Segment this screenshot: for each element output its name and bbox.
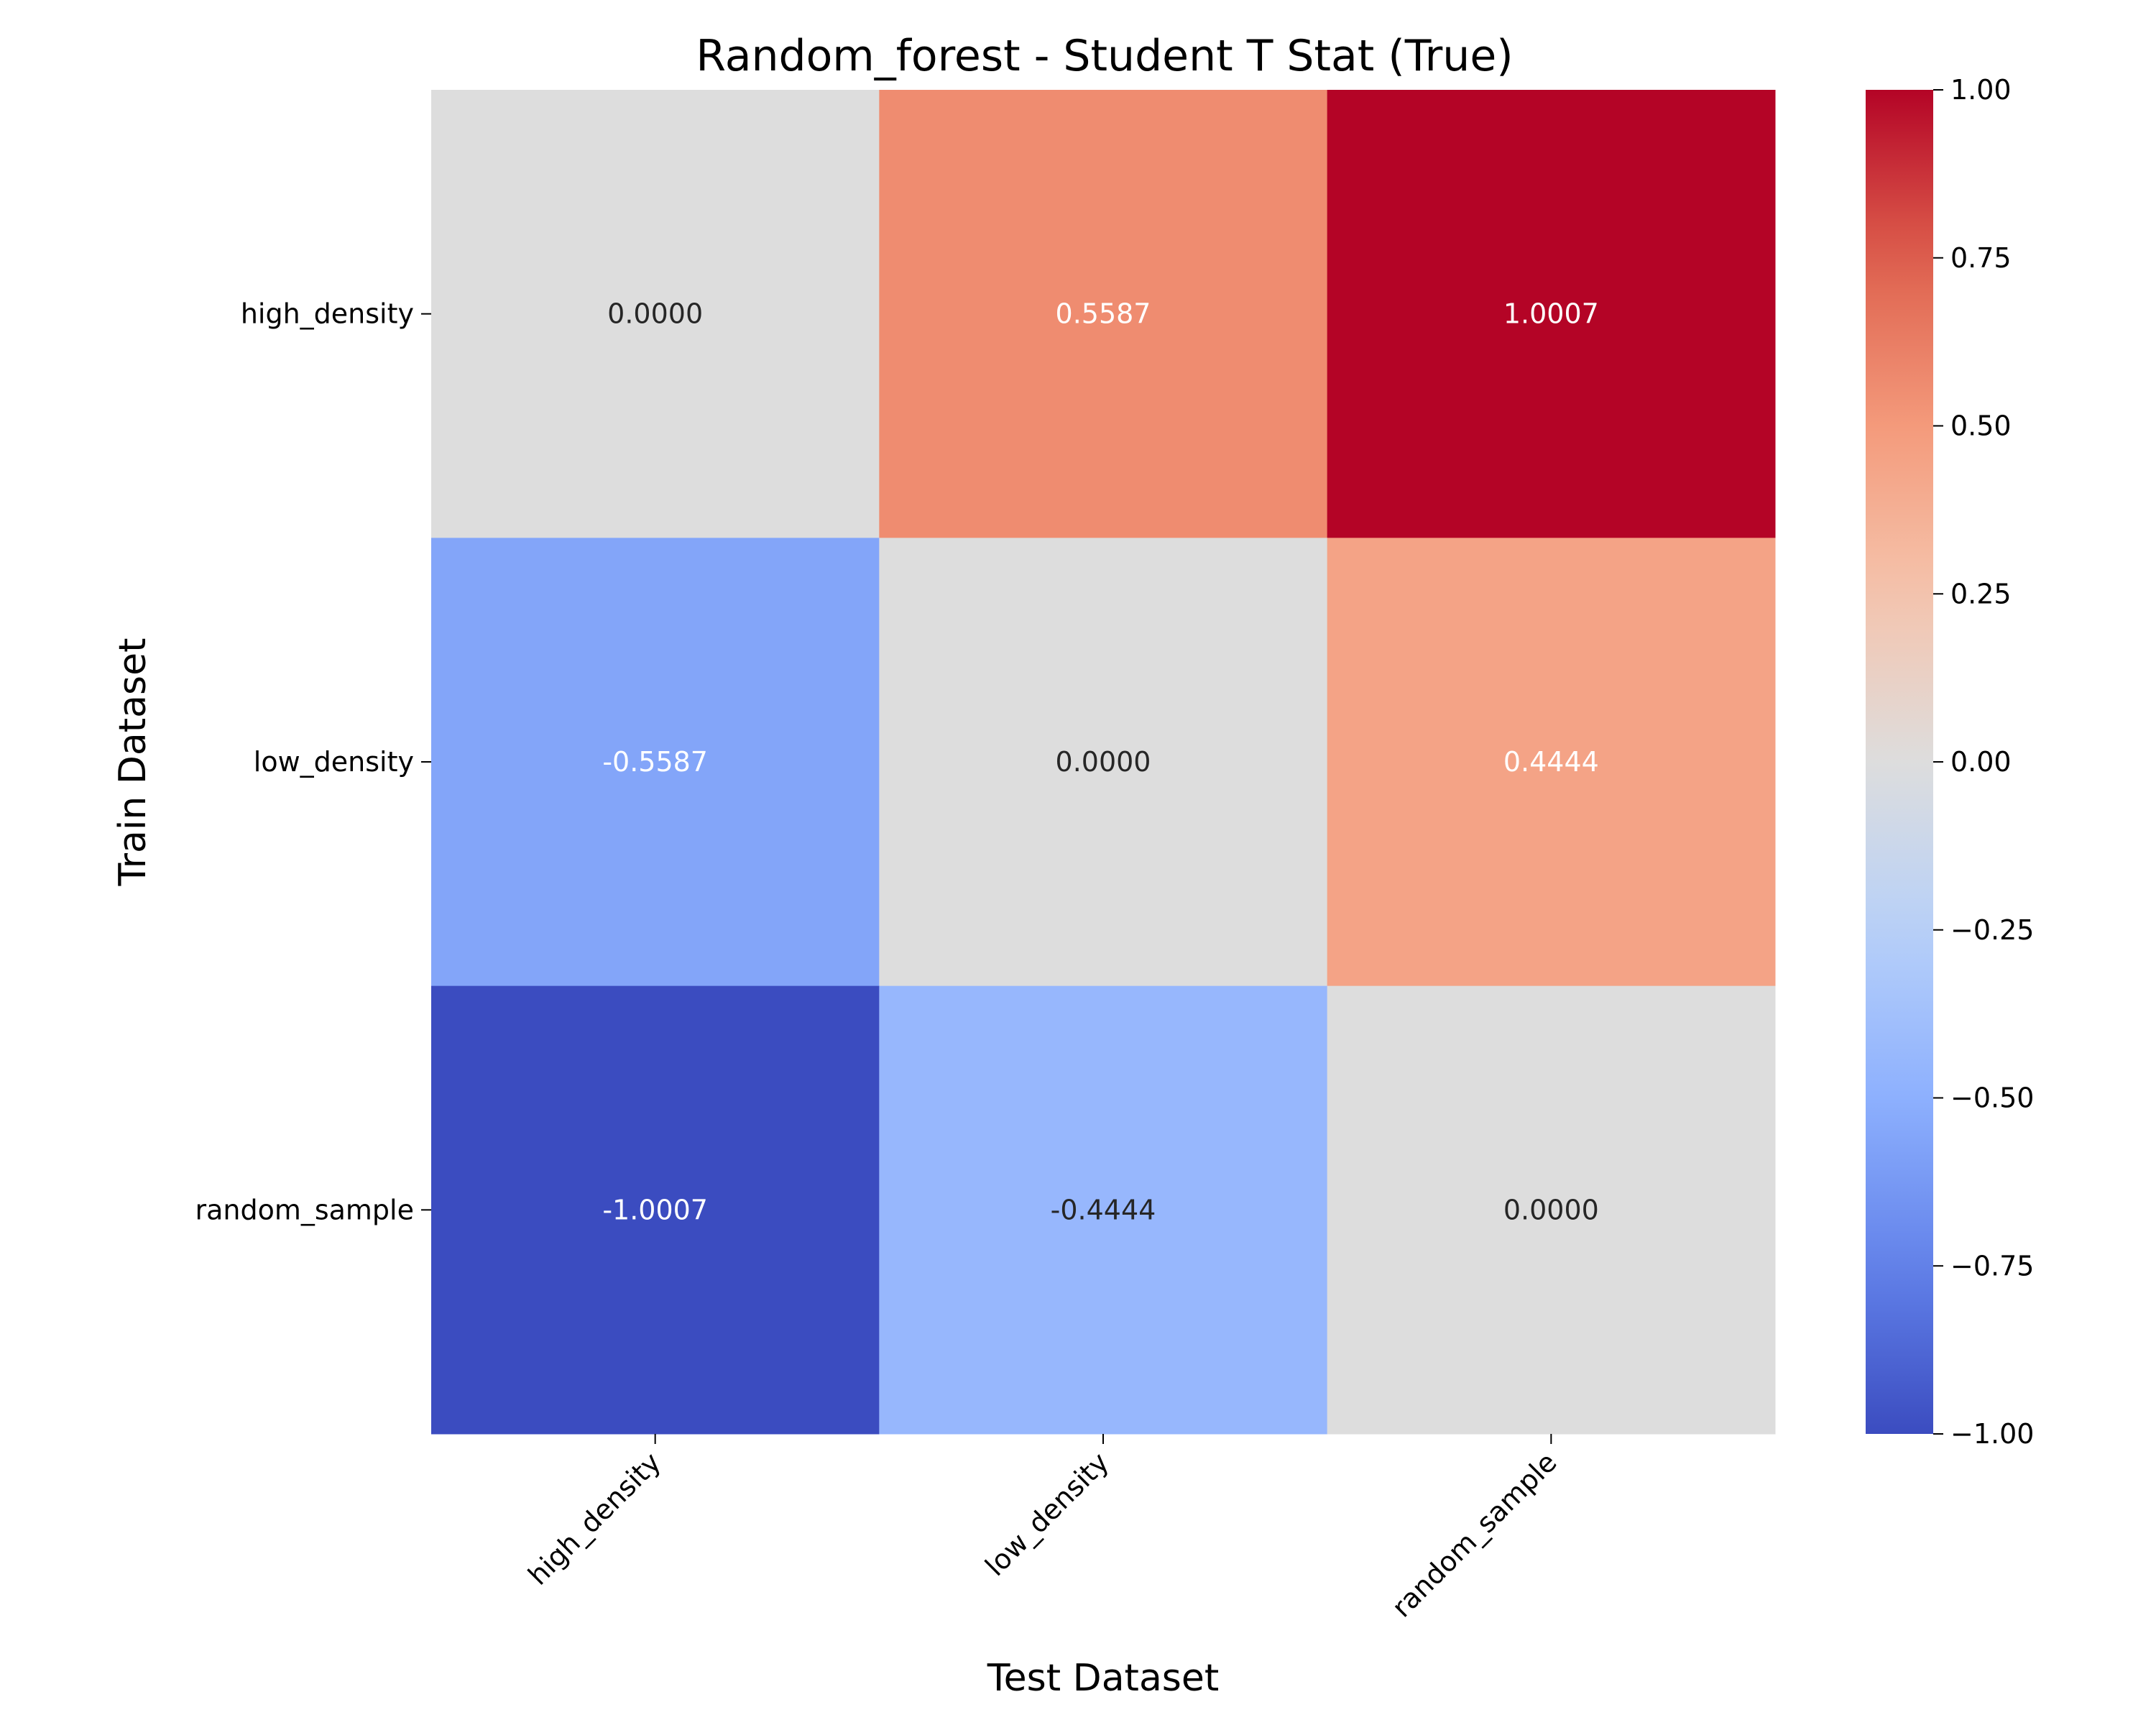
heatmap-cell bbox=[1327, 90, 1776, 538]
y-tick-label: high_density bbox=[241, 298, 414, 330]
colorbar-tick-label: 0.00 bbox=[1950, 746, 2012, 778]
colorbar-ticks: 1.00 0.75 0.50 0.25 0.00 −0.25 −0.50 −0.75 −1.00 bbox=[1933, 74, 2034, 1450]
chart-title: Random_forest - Student T Stat (True) bbox=[696, 31, 1513, 81]
y-tick-label: low_density bbox=[254, 746, 414, 778]
x-tick-label: random_sample bbox=[1386, 1446, 1562, 1623]
colorbar-tick-label: 0.25 bbox=[1950, 578, 2012, 610]
cell-value-label: 1.0007 bbox=[1503, 298, 1599, 330]
cell-value-label: 0.4444 bbox=[1503, 746, 1599, 778]
cell-value-label: 0.0000 bbox=[607, 298, 703, 330]
colorbar bbox=[1866, 90, 1933, 1434]
heatmap-cell bbox=[879, 90, 1328, 538]
y-tick-label: random_sample bbox=[195, 1194, 414, 1225]
colorbar-tick-label: 0.50 bbox=[1950, 410, 2012, 442]
y-axis-ticks: high_density low_density random_sample bbox=[195, 298, 431, 1225]
heatmap-cell bbox=[879, 538, 1328, 987]
colorbar-tick-label: 0.75 bbox=[1950, 242, 2012, 274]
heatmap-cell-labels: 0.0000 0.5587 1.0007 -0.5587 0.0000 0.4444 -1.… bbox=[602, 298, 1598, 1226]
cell-value-label: 0.5587 bbox=[1056, 298, 1151, 330]
x-tick-label: high_density bbox=[522, 1446, 667, 1591]
heatmap-cell bbox=[431, 985, 880, 1435]
x-axis-label: Test Dataset bbox=[987, 1657, 1220, 1700]
cell-value-label: -0.5587 bbox=[602, 746, 708, 778]
x-tick-label: low_density bbox=[979, 1446, 1115, 1582]
y-axis-label: Train Dataset bbox=[111, 638, 155, 887]
cell-value-label: 0.0000 bbox=[1503, 1194, 1599, 1225]
heatmap-cells bbox=[431, 90, 1776, 1435]
heatmap-cell bbox=[431, 538, 880, 987]
heatmap-cell bbox=[1327, 985, 1776, 1435]
colorbar-tick-label: −1.00 bbox=[1950, 1418, 2034, 1450]
cell-value-label: -1.0007 bbox=[602, 1194, 708, 1225]
colorbar-tick-label: −0.25 bbox=[1950, 914, 2034, 946]
heatmap-cell bbox=[431, 90, 880, 538]
colorbar-tick-label: −0.75 bbox=[1950, 1250, 2034, 1282]
heatmap-cell bbox=[1327, 538, 1776, 987]
heatmap-cell bbox=[879, 985, 1328, 1435]
cell-value-label: -0.4444 bbox=[1051, 1194, 1156, 1225]
cell-value-label: 0.0000 bbox=[1056, 746, 1151, 778]
colorbar-tick-label: 1.00 bbox=[1950, 74, 2012, 106]
x-axis-ticks: high_density low_density random_sample bbox=[522, 1434, 1563, 1624]
colorbar-tick-label: −0.50 bbox=[1950, 1082, 2034, 1114]
